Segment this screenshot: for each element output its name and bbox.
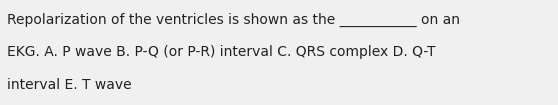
Text: Repolarization of the ventricles is shown as the ___________ on an: Repolarization of the ventricles is show… <box>7 13 460 27</box>
Text: EKG. A. P wave B. P-Q (or P-R) interval C. QRS complex D. Q-T: EKG. A. P wave B. P-Q (or P-R) interval … <box>7 45 435 59</box>
Text: interval E. T wave: interval E. T wave <box>7 78 131 92</box>
